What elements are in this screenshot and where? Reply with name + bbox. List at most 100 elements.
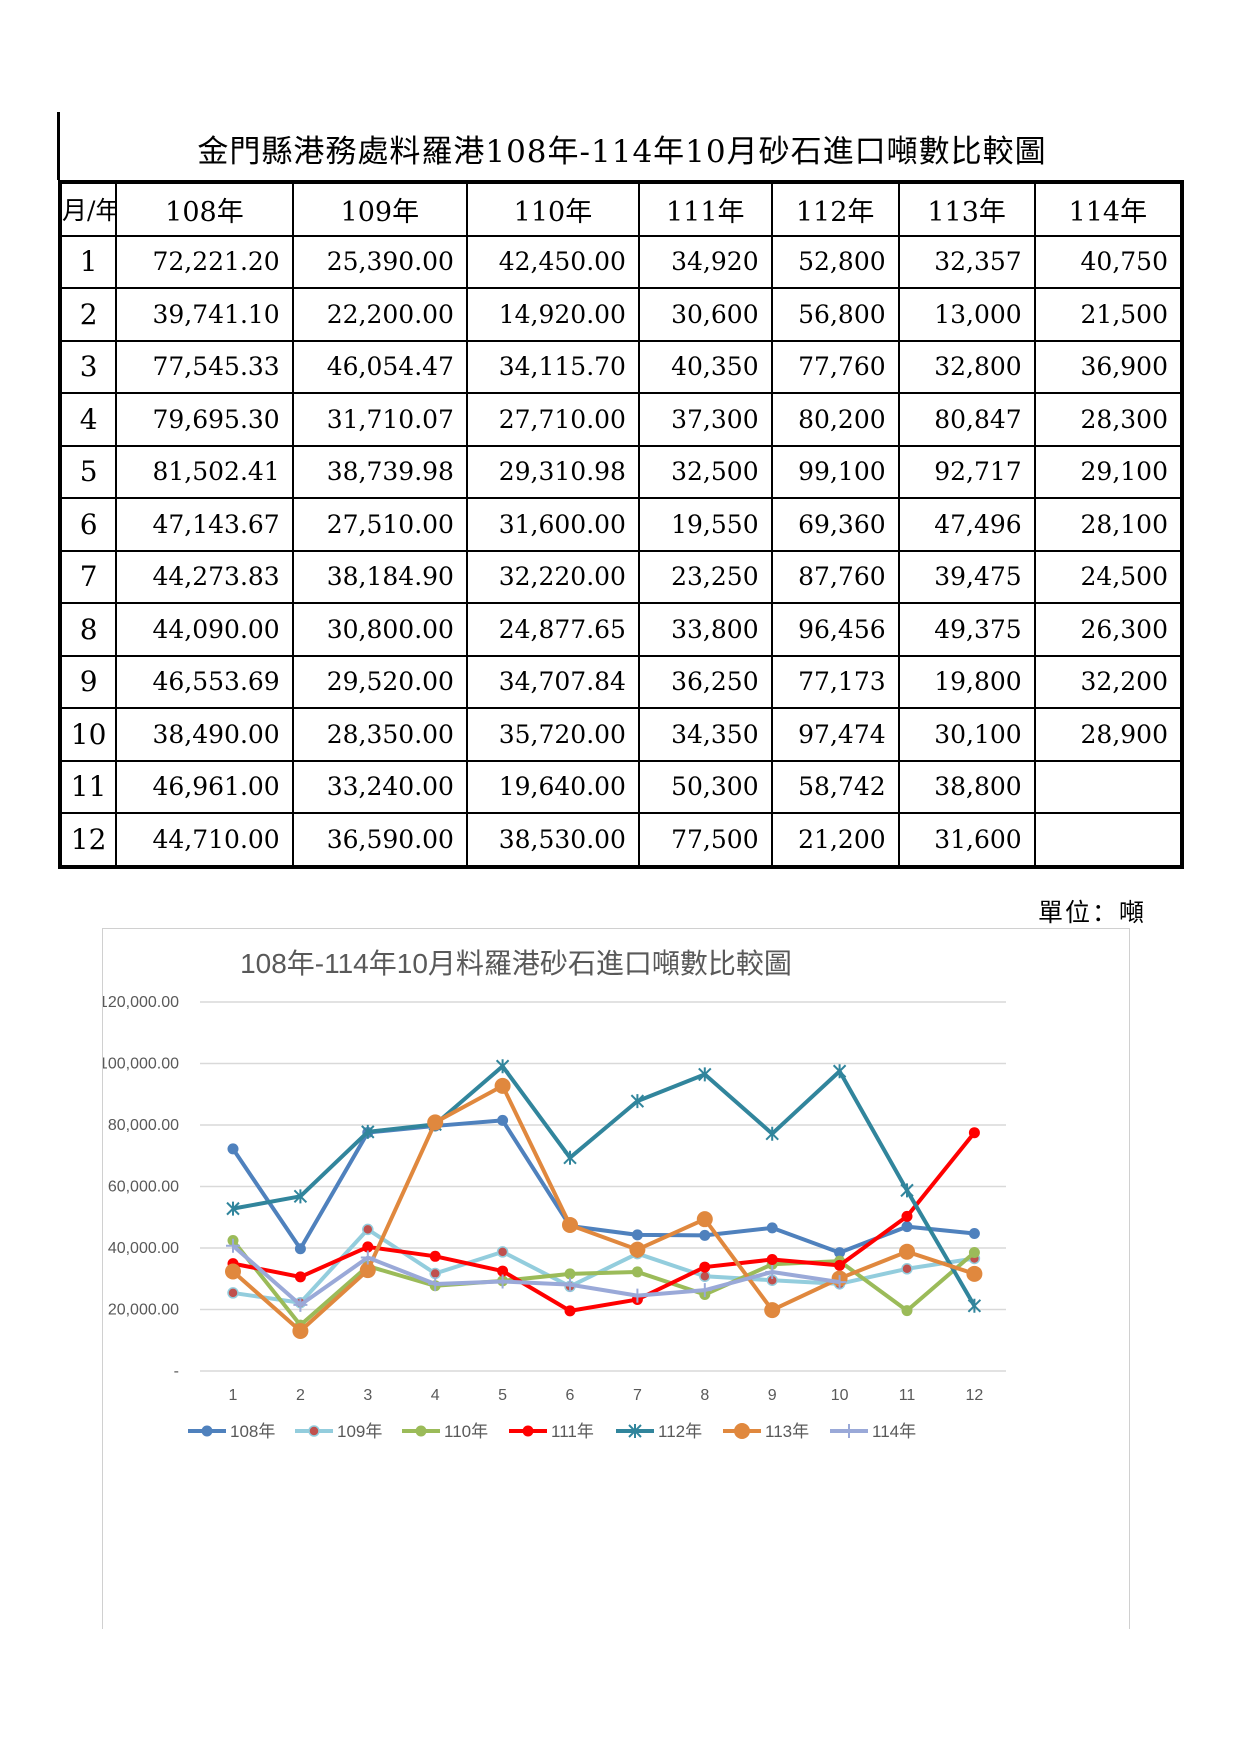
chart-frame: 108年-114年10月料羅港砂石進口噸數比較圖 - 20,000.00 40,000… — [102, 928, 1130, 1629]
value-cell: 22,200.00 — [291, 287, 468, 342]
value-cell: 33,240.00 — [291, 759, 468, 814]
header-year: 108年 — [115, 181, 294, 237]
data-point — [361, 1124, 375, 1139]
unit-label: 單位：噸 — [1038, 898, 1147, 927]
data-point — [699, 1261, 711, 1273]
data-point — [966, 1265, 983, 1282]
value-cell: 47,143.67 — [115, 497, 294, 552]
legend-item: 111年 — [509, 1422, 594, 1441]
series-line — [231, 1239, 976, 1328]
value-cell: 31,600.00 — [465, 497, 640, 552]
series-line — [231, 1083, 976, 1334]
month-cell: 1 — [58, 234, 118, 289]
value-cell: 42,450.00 — [465, 234, 640, 289]
data-point — [628, 1424, 642, 1438]
data-point — [901, 1221, 913, 1233]
data-point — [629, 1241, 646, 1258]
value-cell: 34,707.84 — [465, 654, 640, 709]
data-point — [564, 1305, 576, 1317]
data-point — [415, 1425, 427, 1437]
series-6 — [226, 1238, 847, 1312]
value-cell: 87,760 — [770, 549, 900, 604]
table-row: 3 77,545.33 46,054.47 34,115.70 40,350 77,760… — [58, 339, 1184, 394]
data-point — [968, 1247, 980, 1259]
x-tick-label: 10 — [831, 1387, 849, 1404]
series-line — [232, 1131, 976, 1313]
data-point — [294, 1243, 306, 1255]
data-point — [697, 1283, 712, 1298]
value-cell: 31,710.07 — [291, 392, 468, 447]
table-row: 12 44,710.00 36,590.00 38,530.00 77,500 21,20… — [58, 812, 1184, 868]
left-rule — [57, 112, 60, 180]
data-point — [968, 1228, 980, 1240]
table-row: 1 72,221.20 25,390.00 42,450.00 34,920 52,800… — [58, 234, 1184, 289]
data-point — [832, 1064, 847, 1079]
header-corner: 月/年 — [58, 181, 118, 237]
month-cell: 5 — [58, 444, 118, 499]
value-cell: 31,600 — [897, 812, 1036, 868]
value-cell: 13,000 — [897, 287, 1036, 342]
data-point — [227, 1287, 239, 1299]
value-cell: 39,741.10 — [115, 287, 294, 342]
y-tick-label: 40,000.00 — [108, 1240, 179, 1257]
value-cell: 46,961.00 — [115, 759, 294, 814]
data-point — [292, 1323, 309, 1340]
data-point — [832, 1275, 847, 1290]
page-title: 金門縣港務處料羅港108年-114年10月砂石進口噸數比較圖 — [197, 134, 1047, 170]
legend-label: 114年 — [872, 1422, 916, 1441]
data-point — [766, 1254, 778, 1266]
value-cell: 27,710.00 — [465, 392, 640, 447]
value-cell: 81,502.41 — [115, 444, 294, 499]
legend-label: 111年 — [551, 1422, 594, 1441]
value-cell: 34,115.70 — [465, 339, 640, 394]
value-cell: 77,545.33 — [115, 339, 294, 394]
data-point — [699, 1229, 711, 1241]
legend-item: 114年 — [830, 1422, 916, 1441]
x-tick-label: 5 — [498, 1387, 507, 1404]
x-tick-label: 6 — [566, 1387, 575, 1404]
data-point — [360, 1250, 375, 1265]
value-cell: 24,500 — [1033, 549, 1184, 604]
value-cell: 28,100 — [1033, 497, 1184, 552]
legend-label: 108年 — [230, 1422, 275, 1441]
data-point — [522, 1425, 534, 1437]
data-point — [496, 1246, 509, 1258]
x-tick-label: 12 — [966, 1387, 984, 1404]
value-cell: 96,456 — [770, 602, 900, 657]
data-point — [226, 1201, 240, 1216]
x-tick-label: 2 — [296, 1387, 305, 1404]
value-cell: 46,553.69 — [115, 654, 294, 709]
value-cell: 77,500 — [637, 812, 773, 868]
data-point — [495, 1059, 510, 1074]
value-cell: 58,742 — [770, 759, 900, 814]
header-year: 112年 — [770, 181, 900, 237]
data-point — [899, 1243, 915, 1260]
legend-label: 112年 — [658, 1422, 702, 1441]
data-point — [497, 1265, 509, 1277]
data-point — [901, 1210, 913, 1222]
data-point — [294, 1271, 306, 1283]
value-cell: 24,877.65 — [465, 602, 640, 657]
data-point — [630, 1094, 645, 1109]
table-row: 2 39,741.10 22,200.00 14,920.00 30,600 56,800… — [58, 287, 1184, 342]
value-cell: 28,300 — [1033, 392, 1184, 447]
value-cell: 27,510.00 — [291, 497, 468, 552]
header-year: 109年 — [291, 181, 468, 237]
value-cell — [1033, 812, 1184, 868]
series-2 — [227, 1234, 980, 1331]
data-point — [497, 1114, 509, 1126]
value-cell: 38,490.00 — [115, 707, 294, 762]
y-tick-label: - — [174, 1363, 179, 1380]
value-cell: 40,350 — [637, 339, 773, 394]
value-cell: 72,221.20 — [115, 234, 294, 289]
data-point — [201, 1425, 213, 1437]
legend-label: 109年 — [337, 1422, 382, 1441]
value-cell: 69,360 — [770, 497, 900, 552]
table-header-row: 月/年 108年 109年 110年 111年 112年 113年 114年 — [58, 181, 1184, 237]
value-cell: 25,390.00 — [291, 234, 468, 289]
value-cell: 77,760 — [770, 339, 900, 394]
legend-item: 113年 — [723, 1422, 809, 1441]
value-cell: 36,590.00 — [291, 812, 468, 868]
value-cell: 28,900 — [1033, 707, 1184, 762]
data-point — [631, 1229, 643, 1241]
